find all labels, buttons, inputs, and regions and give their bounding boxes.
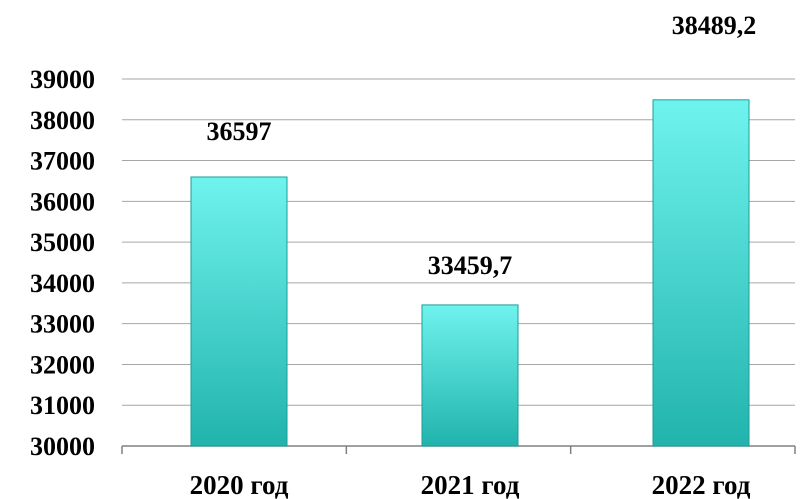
y-tick-label: 38000	[30, 106, 95, 135]
bar	[421, 304, 519, 447]
y-axis-tick-labels: 30000 31000 32000 33000 34000 35000 36000 37000…	[30, 65, 95, 461]
category-label: 2022 год	[652, 470, 751, 499]
y-tick-label: 31000	[30, 391, 95, 420]
data-label: 36597	[207, 117, 272, 146]
y-tick-label: 32000	[30, 350, 95, 379]
x-axis	[121, 445, 796, 454]
data-labels: 36597 33459,7 38489,2	[207, 11, 757, 280]
data-label: 38489,2	[672, 11, 757, 40]
bar	[652, 99, 750, 447]
bars	[190, 99, 750, 447]
y-tick-label: 34000	[30, 269, 95, 298]
y-tick-label: 30000	[30, 432, 95, 461]
y-tick-label: 33000	[30, 310, 95, 339]
y-tick-label: 36000	[30, 187, 95, 216]
y-tick-label: 37000	[30, 147, 95, 176]
category-label: 2021 год	[421, 470, 520, 499]
category-label: 2020 год	[190, 470, 289, 499]
bar	[190, 176, 288, 447]
data-label: 33459,7	[428, 251, 513, 280]
y-tick-label: 39000	[30, 65, 95, 94]
category-labels: 2020 год 2021 год 2022 год	[190, 470, 751, 499]
y-tick-label: 35000	[30, 228, 95, 257]
